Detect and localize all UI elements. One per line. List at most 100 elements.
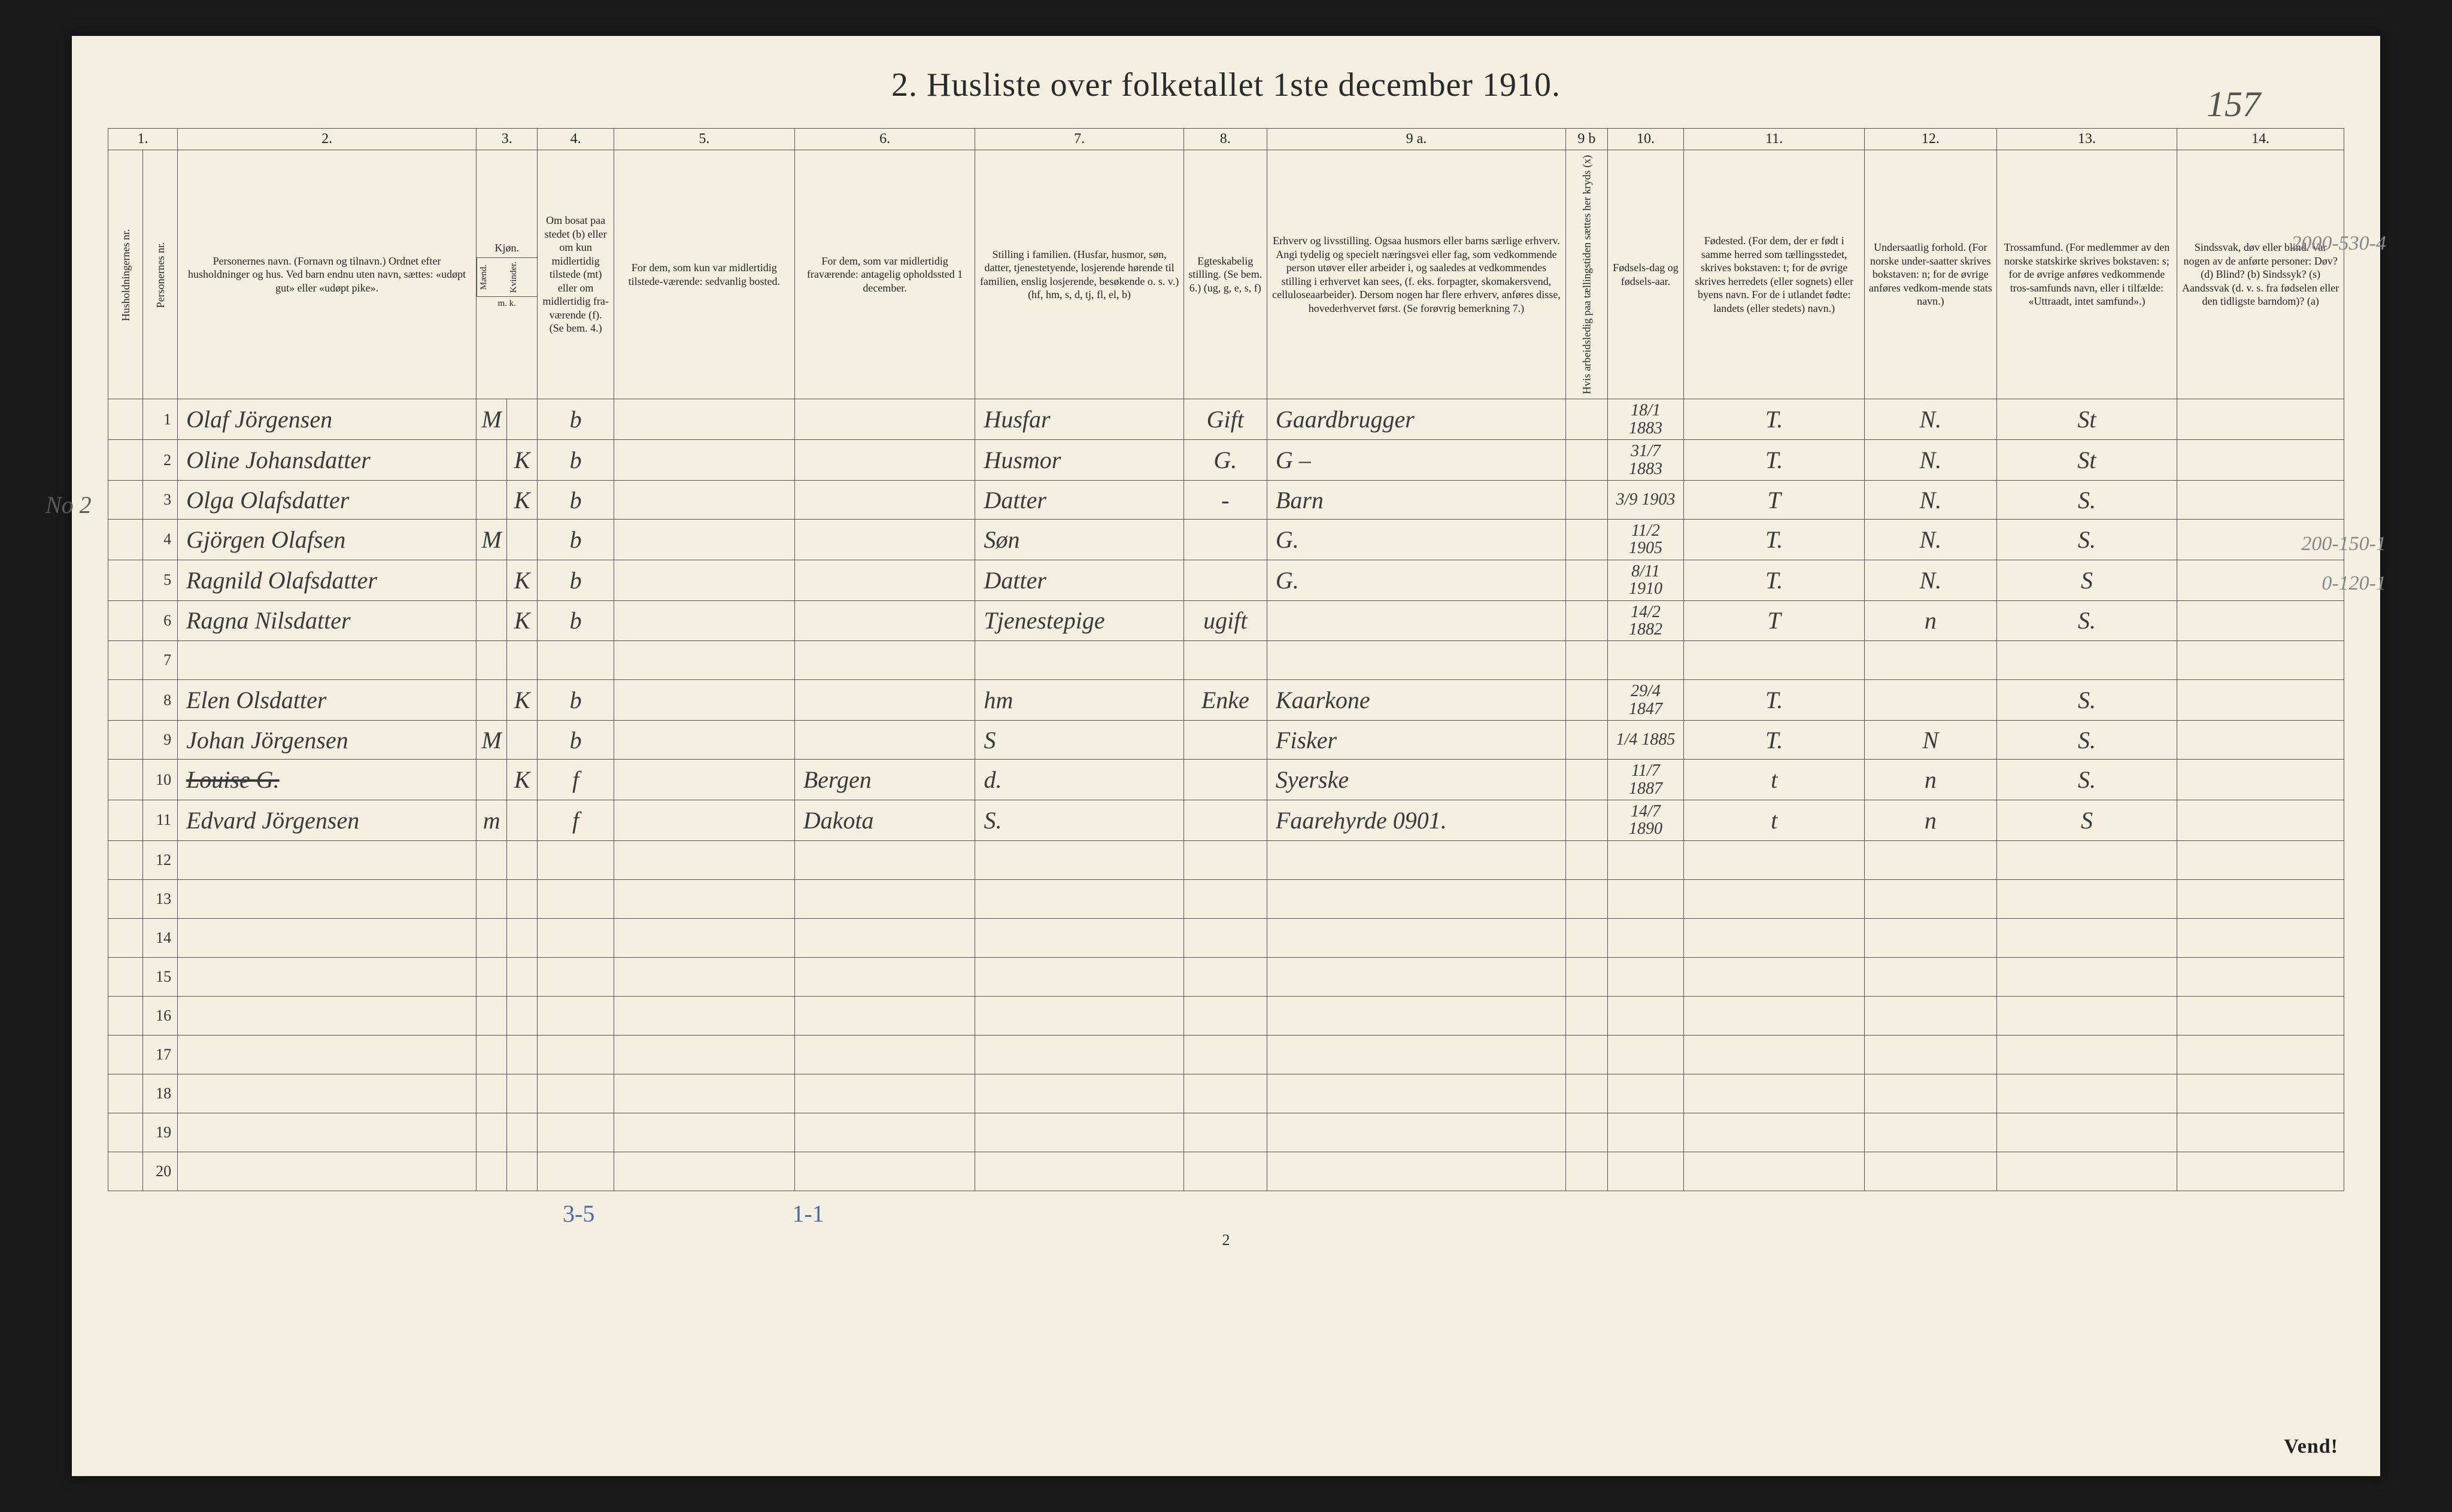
table-cell bbox=[1267, 1035, 1565, 1074]
table-cell bbox=[614, 520, 794, 560]
table-cell bbox=[794, 918, 975, 957]
table-cell: Søn bbox=[975, 520, 1183, 560]
table-cell bbox=[1996, 641, 2177, 680]
table-cell bbox=[794, 1074, 975, 1113]
table-cell bbox=[1865, 1113, 1997, 1152]
table-cell bbox=[2177, 879, 2344, 918]
table-cell bbox=[507, 879, 538, 918]
table-cell bbox=[975, 918, 1183, 957]
page-title: 2. Husliste over folketallet 1ste decemb… bbox=[108, 66, 2344, 104]
table-cell bbox=[108, 800, 143, 840]
table-cell: 11/7 1887 bbox=[1607, 760, 1684, 800]
table-cell bbox=[1684, 957, 1865, 996]
table-cell: 1 bbox=[143, 399, 178, 440]
table-cell bbox=[178, 641, 477, 680]
hdr-erhverv: Erhverv og livsstilling. Ogsaa husmors e… bbox=[1267, 150, 1565, 399]
table-cell bbox=[1566, 399, 1608, 440]
table-cell bbox=[975, 996, 1183, 1035]
table-cell bbox=[1183, 1074, 1267, 1113]
table-cell bbox=[794, 440, 975, 481]
colnum-3: 3. bbox=[477, 129, 538, 150]
table-cell: S. bbox=[1996, 680, 2177, 721]
table-cell: t bbox=[1684, 760, 1865, 800]
table-cell: Barn bbox=[1267, 481, 1565, 520]
table-cell: S. bbox=[1996, 721, 2177, 760]
table-cell bbox=[1865, 641, 1997, 680]
table-cell bbox=[1607, 879, 1684, 918]
table-cell bbox=[477, 840, 507, 879]
table-cell bbox=[507, 641, 538, 680]
hdr-fodselsdato: Fødsels-dag og fødsels-aar. bbox=[1607, 150, 1684, 399]
table-cell: Bergen bbox=[794, 760, 975, 800]
table-cell: S bbox=[1996, 560, 2177, 600]
table-cell bbox=[477, 1074, 507, 1113]
hdr-bosat: Om bosat paa stedet (b) eller om kun mid… bbox=[538, 150, 614, 399]
table-cell bbox=[1267, 641, 1565, 680]
table-cell bbox=[507, 957, 538, 996]
table-cell bbox=[1996, 957, 2177, 996]
table-cell bbox=[2177, 721, 2344, 760]
table-cell bbox=[1684, 1035, 1865, 1074]
table-cell bbox=[794, 481, 975, 520]
table-row: 4Gjörgen OlafsenMbSønG.11/2 1905T.N.S. bbox=[108, 520, 2344, 560]
table-cell: Enke bbox=[1183, 680, 1267, 721]
table-cell bbox=[614, 800, 794, 840]
table-cell: 5 bbox=[143, 560, 178, 600]
table-cell bbox=[507, 996, 538, 1035]
table-cell: T. bbox=[1684, 721, 1865, 760]
table-cell: ugift bbox=[1183, 600, 1267, 641]
table-cell bbox=[477, 996, 507, 1035]
table-cell bbox=[1183, 1113, 1267, 1152]
table-cell bbox=[1566, 840, 1608, 879]
table-cell: b bbox=[538, 680, 614, 721]
table-cell: n bbox=[1865, 600, 1997, 641]
table-cell: 31/7 1883 bbox=[1607, 440, 1684, 481]
table-row: 17 bbox=[108, 1035, 2344, 1074]
table-row: 10Louise G.KfBergend.Syerske11/7 1887tnS… bbox=[108, 760, 2344, 800]
table-cell bbox=[1865, 840, 1997, 879]
table-cell: T. bbox=[1684, 440, 1865, 481]
handwritten-page-number: 157 bbox=[2207, 84, 2260, 125]
table-cell bbox=[794, 957, 975, 996]
table-cell bbox=[538, 641, 614, 680]
table-cell: 2 bbox=[143, 440, 178, 481]
table-cell: 18 bbox=[143, 1074, 178, 1113]
table-cell: 10 bbox=[143, 760, 178, 800]
table-cell bbox=[1566, 996, 1608, 1035]
table-cell: N. bbox=[1865, 520, 1997, 560]
table-cell: 8 bbox=[143, 680, 178, 721]
table-cell bbox=[1183, 1035, 1267, 1074]
table-cell: 16 bbox=[143, 996, 178, 1035]
hdr-arbeidsledig: Hvis arbeidsledig paa tællingstiden sætt… bbox=[1566, 150, 1608, 399]
table-cell: 9 bbox=[143, 721, 178, 760]
table-cell bbox=[108, 600, 143, 641]
table-cell: 8/11 1910 bbox=[1607, 560, 1684, 600]
colnum-11: 11. bbox=[1684, 129, 1865, 150]
table-cell bbox=[1566, 800, 1608, 840]
table-cell: K bbox=[507, 481, 538, 520]
table-cell bbox=[975, 1113, 1183, 1152]
table-cell bbox=[1607, 918, 1684, 957]
table-cell bbox=[2177, 1152, 2344, 1191]
table-cell bbox=[1996, 1113, 2177, 1152]
table-cell bbox=[1865, 918, 1997, 957]
table-cell bbox=[1865, 1074, 1997, 1113]
table-cell bbox=[178, 957, 477, 996]
table-cell bbox=[108, 520, 143, 560]
table-cell bbox=[794, 641, 975, 680]
table-cell: S. bbox=[1996, 760, 2177, 800]
table-cell bbox=[1267, 840, 1565, 879]
table-cell bbox=[538, 1113, 614, 1152]
table-cell: M bbox=[477, 520, 507, 560]
table-cell bbox=[794, 600, 975, 641]
table-cell bbox=[108, 1113, 143, 1152]
table-cell bbox=[507, 721, 538, 760]
table-cell bbox=[1267, 918, 1565, 957]
colnum-6: 6. bbox=[794, 129, 975, 150]
table-cell: 17 bbox=[143, 1035, 178, 1074]
table-cell bbox=[614, 1074, 794, 1113]
table-cell bbox=[2177, 1074, 2344, 1113]
table-cell: Husfar bbox=[975, 399, 1183, 440]
table-cell bbox=[1183, 840, 1267, 879]
table-cell bbox=[794, 1152, 975, 1191]
